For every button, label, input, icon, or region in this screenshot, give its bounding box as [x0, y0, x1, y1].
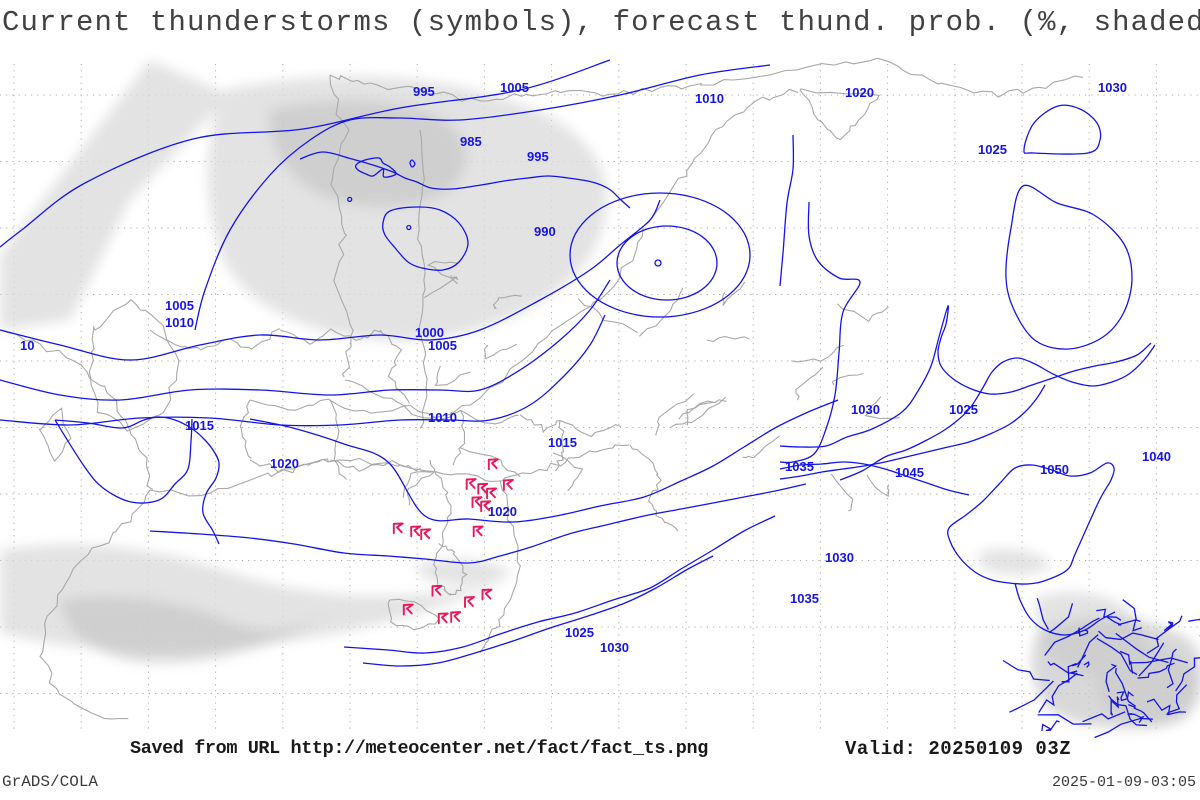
svg-text:995: 995: [413, 84, 435, 99]
svg-text:1015: 1015: [185, 418, 214, 433]
svg-text:990: 990: [534, 224, 556, 239]
svg-text:1045: 1045: [895, 465, 924, 480]
svg-text:1030: 1030: [825, 550, 854, 565]
svg-text:1010: 1010: [695, 91, 724, 106]
svg-text:1025: 1025: [949, 402, 978, 417]
svg-text:1035: 1035: [785, 459, 814, 474]
svg-text:1050: 1050: [1040, 462, 1069, 477]
svg-text:1005: 1005: [428, 338, 457, 353]
svg-text:1005: 1005: [165, 298, 194, 313]
svg-text:1020: 1020: [845, 85, 874, 100]
svg-text:1010: 1010: [165, 315, 194, 330]
svg-text:995: 995: [527, 149, 549, 164]
svg-text:1015: 1015: [548, 435, 577, 450]
svg-text:1020: 1020: [270, 456, 299, 471]
svg-text:1040: 1040: [1142, 449, 1171, 464]
svg-text:1035: 1035: [790, 591, 819, 606]
svg-text:1010: 1010: [428, 410, 457, 425]
svg-text:1020: 1020: [488, 504, 517, 519]
svg-text:10: 10: [20, 338, 34, 353]
svg-text:1030: 1030: [851, 402, 880, 417]
svg-text:1025: 1025: [978, 142, 1007, 157]
svg-text:1030: 1030: [600, 640, 629, 655]
svg-text:1030: 1030: [1098, 80, 1127, 95]
svg-text:1005: 1005: [500, 80, 529, 95]
svg-text:1025: 1025: [565, 625, 594, 640]
svg-text:985: 985: [460, 134, 482, 149]
